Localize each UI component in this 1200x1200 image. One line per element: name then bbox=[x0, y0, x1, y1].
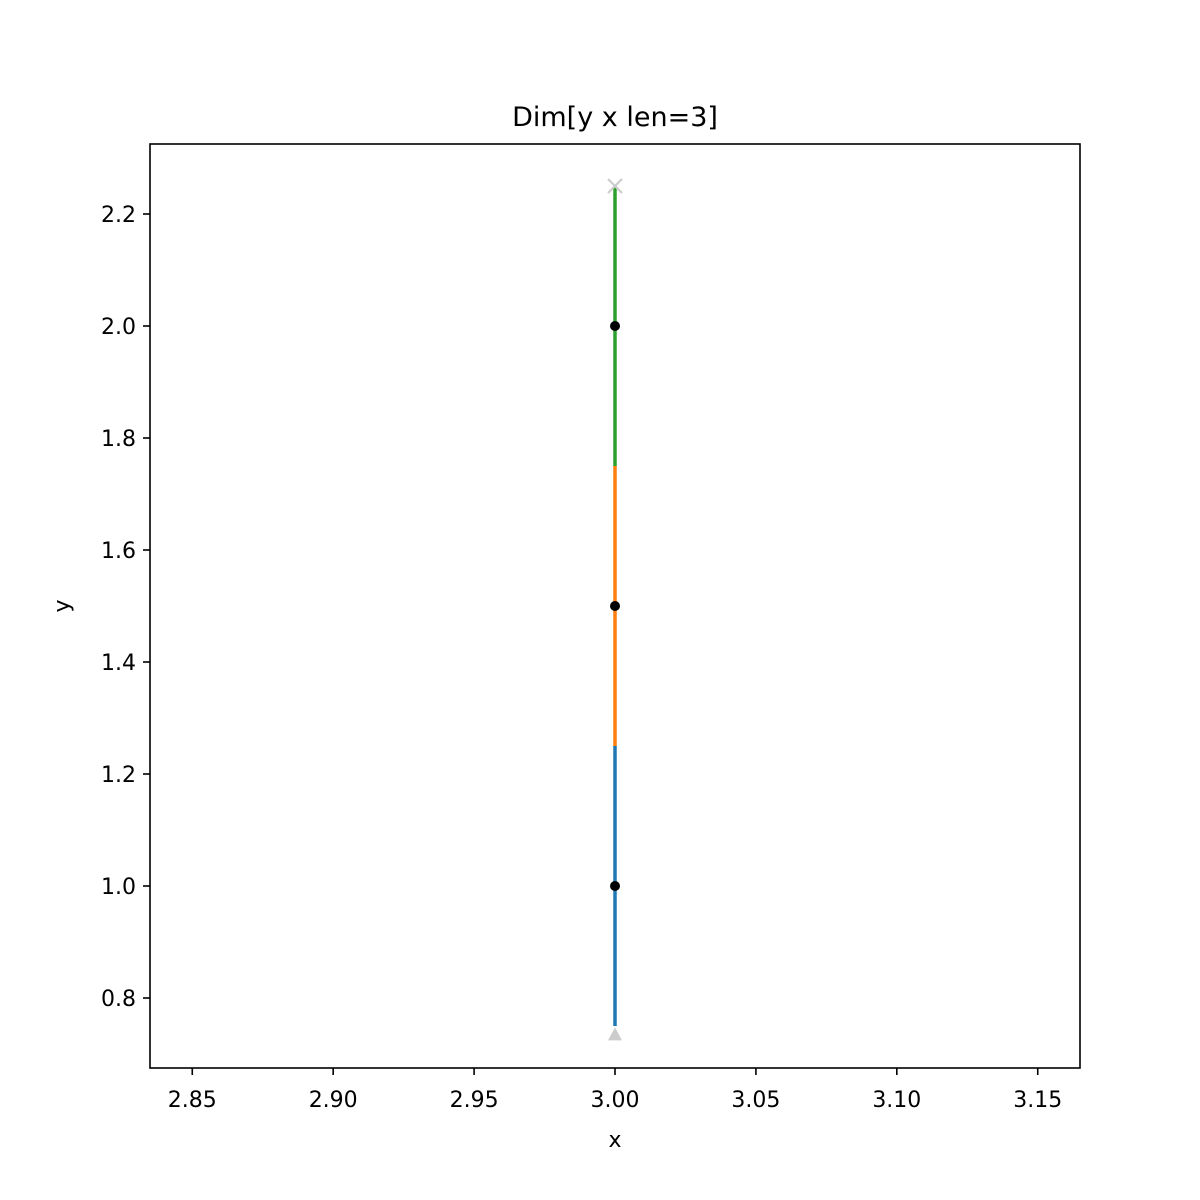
x-tick-label: 3.05 bbox=[731, 1088, 780, 1113]
data-point-1 bbox=[610, 881, 620, 891]
x-tick-label: 2.85 bbox=[168, 1088, 217, 1113]
y-axis: 0.8 1.0 1.2 1.4 1.6 1.8 2.0 2.2 bbox=[101, 203, 150, 1012]
data-point-2 bbox=[610, 601, 620, 611]
x-tick-label: 3.15 bbox=[1013, 1088, 1062, 1113]
y-axis-label: y bbox=[50, 599, 75, 612]
x-axis: 2.85 2.90 2.95 3.00 3.05 3.10 3.15 bbox=[168, 1068, 1062, 1113]
y-tick-label: 1.6 bbox=[101, 539, 136, 564]
x-tick-label: 2.95 bbox=[450, 1088, 499, 1113]
data-point-3 bbox=[610, 321, 620, 331]
y-tick-label: 1.2 bbox=[101, 763, 136, 788]
x-tick-label: 2.90 bbox=[309, 1088, 358, 1113]
y-tick-label: 1.0 bbox=[101, 875, 136, 900]
end-marker bbox=[607, 178, 623, 194]
plot-area bbox=[607, 178, 623, 1041]
y-tick-label: 2.0 bbox=[101, 315, 136, 340]
start-marker bbox=[608, 1027, 622, 1041]
x-tick-label: 3.00 bbox=[591, 1088, 640, 1113]
chart-title: Dim[y x len=3] bbox=[512, 102, 718, 133]
y-tick-label: 0.8 bbox=[101, 987, 136, 1012]
y-tick-label: 1.8 bbox=[101, 427, 136, 452]
x-axis-label: x bbox=[608, 1128, 621, 1153]
y-tick-label: 1.4 bbox=[101, 651, 136, 676]
axes-frame bbox=[149, 143, 1081, 1069]
y-tick-label: 2.2 bbox=[101, 203, 136, 228]
x-tick-label: 3.10 bbox=[872, 1088, 921, 1113]
